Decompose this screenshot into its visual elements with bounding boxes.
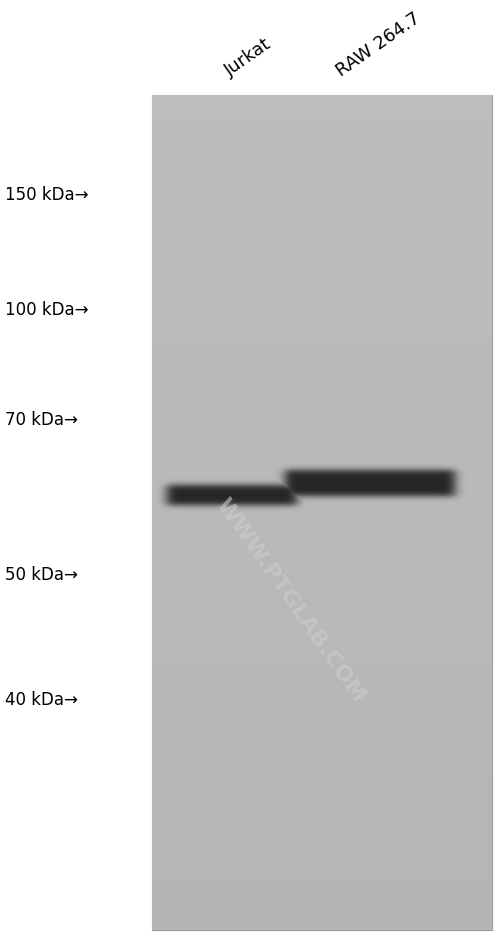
Text: 100 kDa→: 100 kDa→ bbox=[5, 301, 88, 319]
Text: 150 kDa→: 150 kDa→ bbox=[5, 186, 88, 204]
Text: 40 kDa→: 40 kDa→ bbox=[5, 691, 78, 709]
Bar bbox=[152, 95, 492, 930]
Text: 70 kDa→: 70 kDa→ bbox=[5, 411, 78, 429]
Text: WWW.PTGLAB.COM: WWW.PTGLAB.COM bbox=[212, 494, 368, 706]
Text: Jurkat: Jurkat bbox=[222, 35, 274, 80]
Text: RAW 264.7: RAW 264.7 bbox=[332, 9, 424, 80]
Text: 50 kDa→: 50 kDa→ bbox=[5, 566, 78, 584]
